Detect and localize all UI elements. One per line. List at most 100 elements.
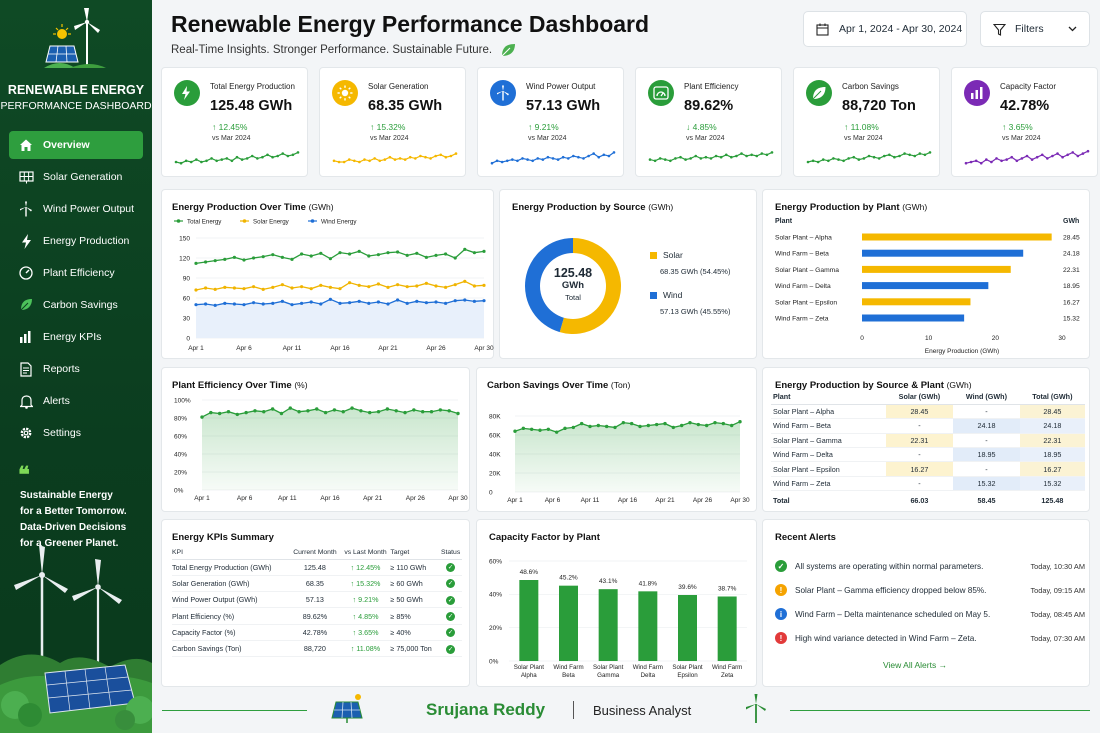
kpi-card[interactable]: Total Energy Production 125.48 GWh ↑ 12.… bbox=[161, 67, 308, 177]
sparkline-point bbox=[877, 157, 881, 160]
sparkline-point bbox=[602, 153, 606, 157]
table-header-cell: Status bbox=[439, 546, 462, 560]
wind-turbine-icon bbox=[746, 694, 766, 723]
table-header-cell: vs Last Month bbox=[340, 546, 391, 560]
series-point bbox=[415, 299, 419, 303]
sidebar-item-reports[interactable]: Reports bbox=[9, 355, 143, 383]
bar bbox=[559, 585, 578, 661]
quote-mark: ❝ bbox=[18, 462, 30, 488]
sparkline-point bbox=[230, 159, 234, 163]
kpi-summary-table: KPI Current Month vs Last Month Target Statu… bbox=[172, 546, 462, 658]
x-tick-label: Apr 11 bbox=[278, 495, 297, 502]
area-point bbox=[315, 407, 319, 411]
series-point bbox=[290, 303, 294, 307]
sidebar-item-alerts[interactable]: Alerts bbox=[9, 387, 143, 415]
sparkline-point bbox=[281, 152, 285, 155]
alert-text: High wind variance detected in Wind Farm… bbox=[795, 633, 977, 643]
bar bbox=[638, 591, 658, 661]
sparkline-point bbox=[827, 159, 830, 163]
check-icon: ✓ bbox=[775, 560, 787, 572]
kpi-card[interactable]: Wind Power Output 57.13 GWh ↑ 9.21% vs M… bbox=[477, 67, 624, 177]
kpi-card[interactable]: Carbon Savings 88,720 Ton ↑ 11.08% vs Ma… bbox=[793, 67, 940, 177]
sparkline-point bbox=[1030, 158, 1034, 161]
sparkline-point bbox=[663, 158, 667, 161]
sparkline-point bbox=[923, 153, 927, 157]
y-tick-label: 40% bbox=[174, 451, 187, 458]
table-cell: ↑ 11.08% bbox=[340, 640, 391, 658]
alert-item[interactable]: ! Solar Plant – Gamma efficiency dropped… bbox=[775, 582, 1085, 598]
sparkline-point bbox=[1056, 152, 1059, 155]
sparkline-point bbox=[271, 155, 274, 159]
series-point bbox=[213, 259, 217, 263]
area-point bbox=[270, 407, 275, 411]
sparkline-point bbox=[220, 158, 224, 161]
kpi-label: Carbon Savings bbox=[842, 82, 899, 91]
sidebar-item-settings[interactable]: Settings bbox=[9, 419, 143, 447]
series-point bbox=[357, 283, 361, 287]
sidebar-item-wind-power-output[interactable]: Wind Power Output bbox=[9, 195, 143, 223]
sidebar-item-plant-efficiency[interactable]: Plant Efficiency bbox=[9, 259, 143, 287]
kpi-card[interactable]: Plant Efficiency 89.62% ↓ 4.85% vs Mar 2… bbox=[635, 67, 782, 177]
series-point bbox=[405, 301, 409, 305]
bar-value-label: 41.8% bbox=[639, 580, 658, 587]
kpi-card[interactable]: Capacity Factor 42.78% ↑ 3.65% vs Mar 20… bbox=[951, 67, 1098, 177]
table-row: Wind Power Output (GWh) 57.13 ↑ 9.21% ≥ 50 … bbox=[172, 591, 462, 609]
area-point bbox=[306, 409, 310, 413]
sparkline-point bbox=[291, 153, 295, 157]
series-point bbox=[319, 251, 323, 255]
bar bbox=[862, 249, 1024, 257]
capacity-bar-chart: 0%20%40%60%48.6%Solar PlantAlpha45.2%Win… bbox=[489, 558, 747, 679]
sparkline-point bbox=[521, 157, 524, 160]
legend-swatch bbox=[650, 291, 657, 299]
sidebar-item-carbon-savings[interactable]: Carbon Savings bbox=[9, 291, 143, 319]
x-tick-label: Wind Farm bbox=[553, 664, 583, 671]
sparkline-point bbox=[928, 151, 932, 154]
sparkline-point bbox=[750, 153, 753, 157]
x-tick-label: Apr 26 bbox=[406, 495, 426, 502]
series-point bbox=[434, 284, 438, 288]
date-range-picker[interactable]: Apr 1, 2024 - Apr 30, 2024 bbox=[803, 11, 967, 47]
series-point bbox=[194, 303, 198, 307]
panel-title: Energy Production by Source (GWh) bbox=[512, 202, 673, 213]
sparkline-point bbox=[551, 157, 555, 160]
sparkline-point bbox=[225, 157, 229, 160]
sidebar-item-solar-generation[interactable]: Solar Generation bbox=[9, 163, 143, 191]
series-point bbox=[472, 299, 476, 303]
kpi-sparkline bbox=[648, 151, 774, 163]
kpi-card[interactable]: Solar Generation 68.35 GWh ↑ 15.32% vs M… bbox=[319, 67, 466, 177]
table-cell: ≥ 75,000 Ton bbox=[390, 640, 440, 658]
sparkline-point bbox=[398, 157, 402, 160]
solar-wind-logo bbox=[44, 8, 106, 68]
alert-item[interactable]: i Wind Farm – Delta maintenance schedule… bbox=[775, 606, 1085, 622]
sparkline-point bbox=[250, 154, 254, 158]
sparkline-point bbox=[852, 155, 856, 159]
kpi-label: Total Energy Production bbox=[210, 82, 295, 91]
series-point bbox=[348, 301, 352, 305]
sidebar-item-label: Wind Power Output bbox=[43, 203, 135, 215]
table-cell: 18.95 bbox=[953, 447, 1020, 463]
sparkline-point bbox=[740, 152, 743, 155]
series-point bbox=[376, 253, 380, 257]
alert-item[interactable]: ✓ All systems are operating within norma… bbox=[775, 558, 1085, 574]
series-point bbox=[405, 285, 409, 289]
kpi-delta: ↑ 9.21% bbox=[528, 122, 559, 132]
bar-chart-icon bbox=[18, 329, 34, 345]
series-point bbox=[261, 255, 265, 259]
sidebar-item-energy-kpis[interactable]: Energy KPIs bbox=[9, 323, 143, 351]
series-point bbox=[376, 300, 380, 304]
sparkline-point bbox=[821, 158, 825, 161]
solar-panel-icon bbox=[331, 694, 363, 723]
y-tick-label: 0% bbox=[489, 658, 499, 665]
wind-turbine-icon bbox=[18, 201, 34, 217]
sidebar-item-energy-production[interactable]: Energy Production bbox=[9, 227, 143, 255]
sidebar-item-overview[interactable]: Overview bbox=[9, 131, 143, 159]
legend-marker bbox=[176, 219, 181, 223]
sparkline-point bbox=[1000, 159, 1003, 163]
sparkline-point bbox=[490, 161, 494, 165]
column-header-gwh: GWh bbox=[1063, 218, 1080, 225]
table-header-cell: Total (GWh) bbox=[1019, 390, 1085, 405]
sparkline-point bbox=[903, 152, 906, 155]
alert-item[interactable]: ! High wind variance detected in Wind Fa… bbox=[775, 630, 1085, 646]
view-all-alerts-link[interactable]: View All Alerts → bbox=[883, 660, 948, 670]
filters-button[interactable]: Filters bbox=[980, 11, 1090, 47]
